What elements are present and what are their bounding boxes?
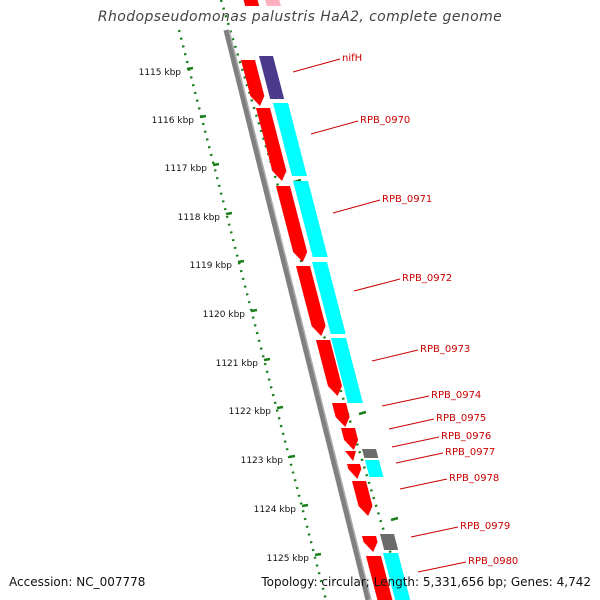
scale-tick-7: [276, 405, 284, 410]
scale-label-4: 1119 kbp: [190, 261, 233, 271]
gene-label-11: RPB_0980: [468, 556, 518, 567]
gene-bar-8: [383, 553, 411, 600]
leader-line-6: [388, 418, 435, 430]
scale-tick-4: [237, 259, 245, 264]
leader-line-9: [399, 478, 448, 490]
gene-label-5: RPB_0974: [431, 390, 481, 401]
cds-arrow-6: [332, 403, 350, 427]
gene-label-0: nifH: [342, 53, 362, 64]
gene-label-4: RPB_0973: [420, 344, 470, 355]
leader-line-7: [391, 436, 440, 448]
cds-arrow-10: [352, 481, 373, 516]
scale-tick-2: [212, 162, 220, 167]
gene-label-2: RPB_0971: [382, 194, 432, 205]
gene-bar-4: [331, 338, 363, 403]
leader-line-4: [371, 349, 419, 362]
cds-arrow-11: [362, 536, 378, 552]
gene-bar-3: [312, 262, 346, 334]
gene-label-10: RPB_0979: [460, 521, 510, 532]
cds-arrow-12: [366, 556, 393, 600]
scale-tick-1: [199, 114, 207, 119]
leader-line-8: [395, 452, 444, 464]
accession-text: Accession: NC_007778: [9, 575, 146, 589]
scale-tick-10: [314, 552, 322, 557]
scale-tick-3: [225, 211, 233, 216]
scale-tick-5: [250, 308, 258, 313]
gene-bar-5: [362, 449, 379, 458]
cds-arrow-0: [243, 0, 260, 6]
cds-arrow-7: [341, 428, 359, 450]
gene-label-8: RPB_0977: [445, 447, 495, 458]
gene-bar-top-tail: [265, 0, 281, 6]
cds-arrow-2: [256, 108, 287, 181]
leader-line-11: [417, 561, 467, 573]
scale-tick-6: [263, 357, 271, 362]
leader-line-1: [310, 120, 359, 135]
gene-label-6: RPB_0975: [436, 413, 486, 424]
map-title: Rhodopseudomonas palustris HaA2, complet…: [97, 9, 503, 25]
scale-label-1: 1116 kbp: [152, 116, 195, 126]
scale-label-5: 1120 kbp: [203, 310, 246, 320]
leader-line-2: [332, 199, 381, 214]
cds-arrow-8: [345, 451, 356, 461]
scale-label-3: 1118 kbp: [178, 213, 221, 223]
gene-bar-6: [365, 460, 384, 477]
scale-tick-9: [301, 503, 309, 508]
cds-arrow-3: [276, 186, 308, 262]
leader-line-0: [292, 58, 341, 73]
cds-arrow-4: [296, 266, 326, 336]
scale-tick-8: [288, 454, 296, 459]
gene-bar-1: [273, 103, 307, 176]
outer-tick-4: [358, 410, 367, 416]
backbone-line: [223, 29, 371, 600]
leader-line-10: [410, 526, 459, 538]
gene-bar-7: [380, 534, 399, 550]
scale-ring-inner: [177, 29, 328, 600]
gene-bar-2: [293, 181, 328, 257]
outer-tick-6: [390, 516, 399, 522]
gene-label-3: RPB_0972: [402, 273, 452, 284]
gene-label-9: RPB_0978: [449, 473, 499, 484]
cds-arrow-5: [316, 340, 342, 396]
scale-label-0: 1115 kbp: [139, 68, 182, 78]
scale-label-10: 1125 kbp: [267, 554, 310, 564]
gene-bar-0: [259, 56, 285, 99]
gene-label-1: RPB_0970: [360, 115, 410, 126]
backbone-highlight: [228, 29, 372, 600]
gene-label-7: RPB_0976: [441, 431, 491, 442]
scale-label-7: 1122 kbp: [229, 407, 272, 417]
scale-label-2: 1117 kbp: [165, 164, 208, 174]
scale-label-8: 1123 kbp: [241, 456, 284, 466]
scale-tick-0: [186, 66, 194, 71]
scale-label-6: 1121 kbp: [216, 359, 259, 369]
leader-line-5: [381, 395, 430, 407]
cds-arrow-1: [241, 60, 265, 106]
cds-arrow-9: [347, 464, 362, 479]
genome-stats-text: Topology: circular; Length: 5,331,656 bp…: [261, 575, 591, 589]
leader-line-3: [353, 278, 401, 292]
scale-label-9: 1124 kbp: [254, 505, 297, 515]
